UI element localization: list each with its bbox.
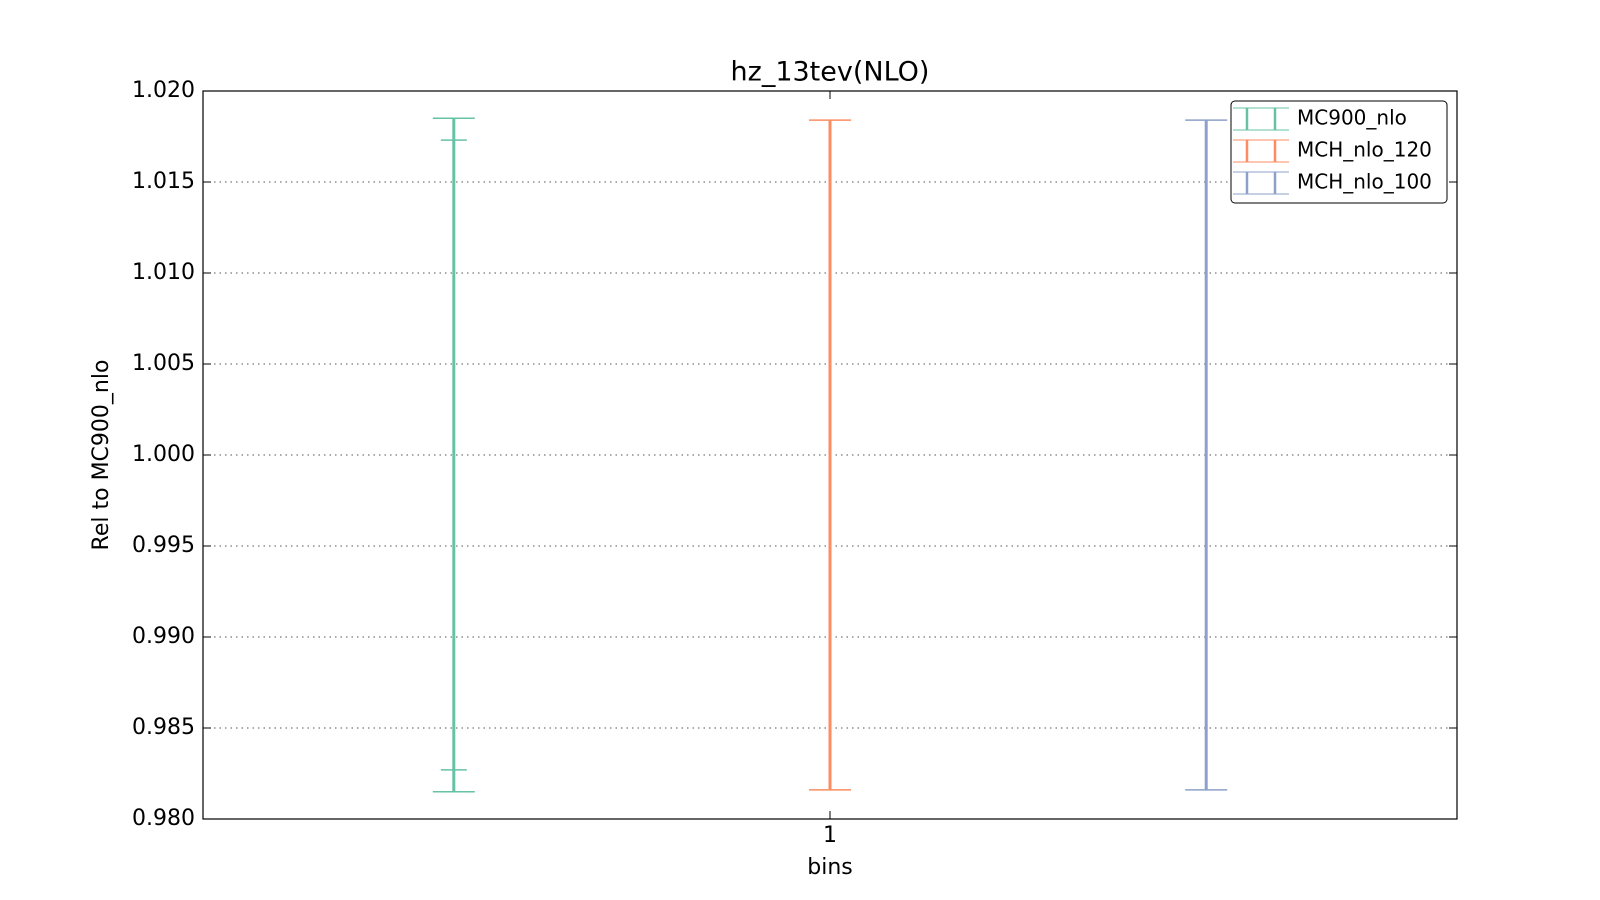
chart-title: hz_13tev(NLO) bbox=[731, 57, 930, 88]
y-tick-label: 1.020 bbox=[132, 78, 195, 103]
y-tick-label: 1.015 bbox=[132, 169, 195, 194]
y-tick-label: 0.980 bbox=[132, 806, 195, 831]
y-tick-label: 1.000 bbox=[132, 442, 195, 467]
y-tick-label: 1.005 bbox=[132, 351, 195, 376]
y-tick-label: 0.990 bbox=[132, 624, 195, 649]
legend-box bbox=[1230, 100, 1448, 204]
y-axis-label: Rel to MC900_nlo bbox=[89, 360, 114, 551]
legend-label: MCH_nlo_100 bbox=[1297, 170, 1432, 194]
x-tick-label: 1 bbox=[823, 823, 837, 848]
legend-label: MC900_nlo bbox=[1297, 106, 1407, 130]
legend-label: MCH_nlo_120 bbox=[1297, 138, 1432, 162]
y-tick-label: 1.010 bbox=[132, 260, 195, 285]
y-tick-label: 0.995 bbox=[132, 533, 195, 558]
y-tick-label: 0.985 bbox=[132, 715, 195, 740]
x-axis-label: bins bbox=[807, 855, 852, 880]
